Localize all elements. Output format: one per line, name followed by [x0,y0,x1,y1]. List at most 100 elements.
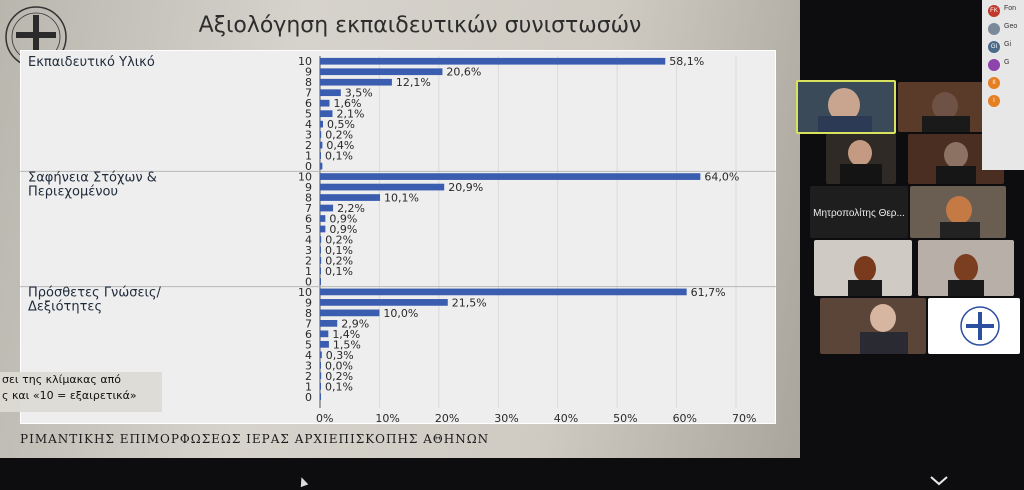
data-label: 0,1% [325,265,353,278]
data-label: 0,9% [329,213,357,226]
data-label: 10,1% [384,192,419,205]
slide-title: Αξιολόγηση εκπαιδευτικών συνιστωσών [198,13,642,38]
x-tick-label: 40% [554,412,578,424]
bar [320,152,321,159]
participants-panel: FK Fon Geo GI Gi G II I [982,0,1024,170]
participant-name: Gi [1004,41,1011,48]
category-label: 10 [298,171,312,184]
data-label: 10,0% [383,307,418,320]
bar [320,361,321,369]
data-label: 20,6% [446,66,481,79]
category-label: 10 [298,286,312,299]
bar [320,78,392,86]
category-label: 6 [305,213,312,226]
category-label: 5 [305,108,312,121]
group-label: Εκπαιδευτικό Υλικό [28,55,155,70]
x-tick-label: 50% [613,412,637,424]
bar [320,278,321,285]
bar [320,320,338,327]
data-label: 58,1% [669,55,704,68]
group-label: Πρόσθετες Γνώσεις/ [28,286,162,301]
bar [320,183,445,191]
category-label: 4 [305,349,312,362]
group-label-line2: Δεξιότητες [28,300,102,315]
participant-row[interactable]: Geo [982,20,1024,36]
data-label: 0,2% [325,370,353,383]
video-tile-2[interactable] [898,82,998,132]
avatar: II [988,77,1000,89]
footnote-line-1: σει της κλίμακας από [2,373,121,386]
video-tile-7[interactable] [918,240,1014,296]
video-tile-speaker[interactable] [796,80,896,134]
bar [320,372,322,380]
category-label: 8 [305,192,312,205]
participant-row[interactable]: G [982,56,1024,72]
bar [320,141,323,149]
participant-name: Geo [1004,23,1018,30]
video-tile-name-only[interactable]: Μητροπολίτης Θερ... [810,186,908,238]
data-label: 0,9% [329,223,357,236]
participant-row[interactable]: II [982,74,1024,90]
data-label: 0,3% [326,349,354,362]
data-label: 64,0% [704,171,739,184]
video-tile-6[interactable] [814,240,912,296]
video-tile-5[interactable] [910,186,1006,238]
bar [320,340,329,348]
bar [320,57,666,65]
bar [320,288,687,296]
slide-footer: ΡΙΜΑΝΤΙΚΗΣ ΕΠΙΜΟΡΦΩΣΕΩΣ ΙΕΡΑΣ ΑΡΧΙΕΠΙΣΚΟ… [20,432,490,446]
avatar: FK [988,5,1000,17]
category-label: 0 [305,275,312,288]
video-tile-8[interactable] [820,298,926,354]
video-gallery: Μητροπολίτης Θερ... [790,0,1024,490]
category-label: 1 [305,380,312,393]
category-label: 7 [305,317,312,330]
category-label: 1 [305,265,312,278]
video-tile-logo[interactable] [928,298,1020,354]
data-label: 1,5% [333,338,361,351]
participant-row[interactable]: FK Fon [982,2,1024,18]
chevron-down-icon[interactable] [930,476,948,486]
avatar: I [988,95,1000,107]
data-label: 12,1% [396,76,431,89]
data-label: 1,6% [334,97,362,110]
x-tick-label: 60% [673,412,697,424]
bar-chart: Εκπαιδευτικό Υλικό 10 58,1%9 20,6%8 12,1%7 3,… [20,50,776,424]
bar [320,330,329,338]
category-label: 7 [305,87,312,100]
category-label: 5 [305,223,312,236]
group-label-line2: Περιεχομένου [28,184,118,199]
participant-row[interactable]: I [982,92,1024,108]
participant-name: G [1004,59,1010,66]
participant-row[interactable]: GI Gi [982,38,1024,54]
plot-area [20,50,776,424]
bar [320,246,321,254]
data-label: 2,1% [336,108,364,121]
data-label: 0,1% [325,380,353,393]
category-label: 10 [298,55,312,68]
data-label: 21,5% [452,296,487,309]
category-label: 3 [305,244,312,257]
x-tick-label: 70% [732,412,756,424]
data-label: 0,2% [325,233,353,246]
category-label: 0 [305,391,312,404]
data-label: 2,2% [337,202,365,215]
category-label: 4 [305,233,312,246]
bar [320,68,443,76]
data-label: 2,9% [341,317,369,330]
data-label: 0,2% [325,254,353,267]
data-label: 0,5% [327,118,355,131]
bar [320,257,322,264]
video-tile-3[interactable] [826,134,896,184]
category-label: 4 [305,118,312,131]
category-label: 0 [305,160,312,173]
category-label: 8 [305,76,312,89]
bar [320,162,323,170]
category-label: 6 [305,328,312,341]
bar [320,173,701,180]
bar [320,204,334,212]
bar [320,309,380,317]
data-label: 0,4% [326,139,354,152]
bar [320,393,321,401]
data-label: 0,0% [325,359,353,372]
